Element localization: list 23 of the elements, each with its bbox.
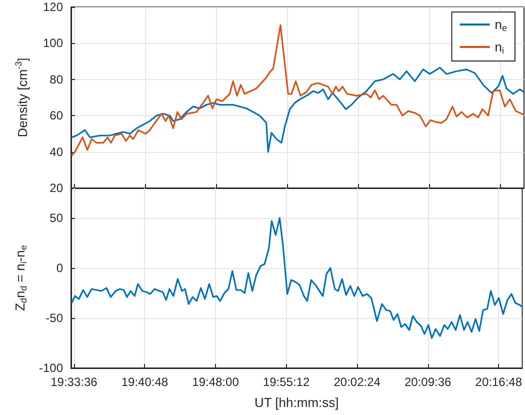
x-tick-label: 20:09:36	[404, 375, 452, 389]
line-series	[70, 24, 525, 156]
y-tick-label: 40	[50, 144, 64, 159]
y-tick-label: 20	[50, 181, 64, 195]
line-series	[70, 217, 524, 339]
y-axis-title: Zdnd = ni-ne	[12, 245, 29, 311]
y-tick-label: -50	[46, 311, 64, 325]
line-series	[70, 66, 525, 153]
x-tick-label: 20:16:48	[475, 375, 522, 389]
y-tick-label: 120	[42, 0, 64, 14]
y-tick-label: 100	[42, 36, 64, 50]
y-tick-label: 50	[50, 211, 64, 225]
y-tick-label: 0	[56, 261, 64, 275]
x-tick-label: 20:02:24	[334, 375, 381, 389]
y-tick-label: 60	[50, 108, 64, 123]
x-tick-label: 19:33:36	[50, 375, 98, 389]
x-axis-title: UT [hh:mm:ss]	[254, 395, 339, 410]
y-axis-title: Density [cm-3]	[14, 58, 30, 138]
y-tick-label: -100	[38, 361, 64, 375]
x-tick-label: 19:55:12	[262, 375, 310, 389]
y-tick-label: 80	[50, 72, 64, 86]
x-tick-label: 19:48:00	[192, 375, 240, 389]
x-tick-label: 19:40:48	[121, 375, 168, 389]
